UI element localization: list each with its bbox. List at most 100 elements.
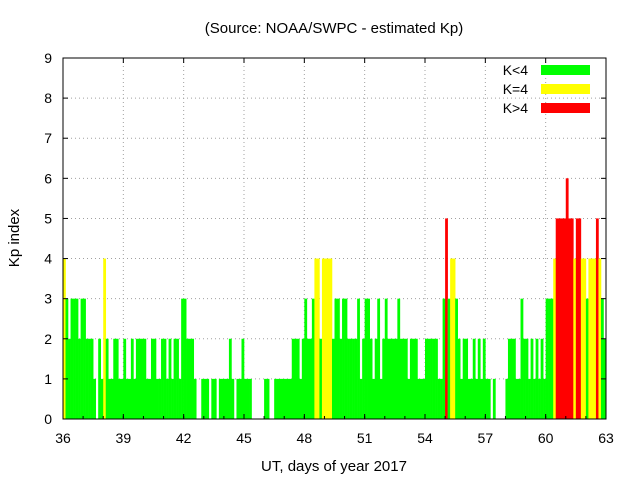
kp-bar: Kp 4 xyxy=(450,258,453,419)
kp-bar: Kp 2 xyxy=(347,338,350,419)
kp-bar: Kp 2 xyxy=(98,338,101,419)
kp-bar: Kp 1 xyxy=(171,378,174,419)
kp-bar: Kp 3 xyxy=(344,298,348,419)
kp-bar: Kp 1 xyxy=(110,378,114,419)
kp-bar: Kp 2 xyxy=(392,338,396,419)
kp-bar: Kp 1 xyxy=(284,378,288,419)
kp-bar: Kp 2 xyxy=(394,338,398,419)
kp-bar: Kp 2 xyxy=(130,338,134,419)
kp-bar: Kp 1 xyxy=(158,378,162,419)
kp-bar: Kp 1 xyxy=(203,378,207,419)
kp-bar: Kp 1 xyxy=(206,378,210,419)
kp-bar: Kp 1 xyxy=(419,378,423,419)
legend-label: K=4 xyxy=(503,81,529,97)
kp-bar: Kp 4 xyxy=(314,258,318,419)
kp-bar: Kp 2 xyxy=(188,338,192,419)
bars-group: Kp 4Kp 3Kp 2Kp 3Kp 3Kp 3Kp 2Kp 3Kp 3Kp 2… xyxy=(63,178,607,419)
kp-bar: Kp 2 xyxy=(465,338,469,419)
kp-bar: Kp 4 xyxy=(329,258,333,419)
x-tick-label: 57 xyxy=(478,430,494,446)
kp-bar: Kp 5 xyxy=(575,218,579,419)
kp-bar: Kp 2 xyxy=(540,338,544,419)
kp-bar: Kp 1 xyxy=(264,378,267,419)
kp-bar: Kp 1 xyxy=(475,378,479,419)
kp-bar: Kp 2 xyxy=(113,338,117,419)
kp-bar: Kp 5 xyxy=(555,218,559,419)
kp-bar: Kp 1 xyxy=(480,378,484,419)
kp-bar: Kp 2 xyxy=(435,338,438,419)
kp-bar: Kp 1 xyxy=(505,378,509,419)
kp-bar: Kp 2 xyxy=(319,338,323,419)
kp-bar: Kp 2 xyxy=(530,338,534,419)
kp-bar: Kp 1 xyxy=(128,378,132,419)
kp-bar: Kp 3 xyxy=(384,298,388,419)
kp-bar: Kp 1 xyxy=(279,378,282,419)
kp-bar: Kp 2 xyxy=(68,338,71,419)
kp-bar: Kp 4 xyxy=(593,258,597,419)
kp-bar: Kp 2 xyxy=(138,338,142,419)
kp-bar: Kp 1 xyxy=(238,378,242,419)
kp-bar: Kp 1 xyxy=(148,378,152,419)
kp-bar: Kp 1 xyxy=(407,378,411,419)
kp-bar: Kp 1 xyxy=(178,378,182,419)
kp-bar: Kp 5 xyxy=(595,218,599,419)
y-tick-label: 1 xyxy=(44,371,52,387)
kp-bar: Kp 3 xyxy=(183,298,187,419)
kp-bar: Kp 1 xyxy=(133,378,137,419)
kp-bar: Kp 2 xyxy=(512,338,516,419)
kp-bar: Kp 3 xyxy=(304,298,308,419)
kp-bar: Kp 2 xyxy=(402,338,406,419)
kp-bar: Kp 1 xyxy=(528,378,531,419)
kp-bar: Kp 4 xyxy=(316,258,320,419)
kp-bar: Kp 1 xyxy=(440,378,443,419)
kp-bar: Kp 2 xyxy=(535,338,539,419)
kp-bar: Kp 1 xyxy=(359,378,363,419)
kp-bar: Kp 2 xyxy=(510,338,514,419)
kp-bar: Kp 4 xyxy=(588,258,592,419)
kp-bar: Kp 2 xyxy=(425,338,428,419)
legend-swatch xyxy=(541,65,590,75)
kp-bar: Kp 2 xyxy=(143,338,147,419)
kp-bar: Kp 1 xyxy=(289,378,293,419)
kp-bar: Kp 2 xyxy=(432,338,436,419)
kp-bar: Kp 5 xyxy=(570,218,574,419)
kp-bar: Kp 1 xyxy=(281,378,285,419)
kp-bar: Kp 1 xyxy=(246,378,250,419)
kp-bar: Kp 3 xyxy=(600,298,604,419)
kp-bar: Kp 1 xyxy=(100,378,104,419)
kp-bar: Kp 1 xyxy=(125,378,129,419)
chart-title: (Source: NOAA/SWPC - estimated Kp) xyxy=(205,20,463,37)
kp-bar: Kp 4 xyxy=(598,258,602,419)
kp-bar: Kp 4 xyxy=(573,258,577,419)
x-tick-label: 48 xyxy=(297,430,313,446)
kp-bar: Kp 4 xyxy=(553,258,557,419)
kp-bar: Kp 1 xyxy=(244,378,247,419)
kp-bar: Kp 1 xyxy=(93,378,96,419)
kp-bar: Kp 2 xyxy=(301,338,305,419)
kp-bar: Kp 5 xyxy=(568,218,572,419)
kp-bar: Kp 3 xyxy=(70,298,74,419)
x-tick-label: 51 xyxy=(357,430,373,446)
kp-bar: Kp 2 xyxy=(414,338,418,419)
kp-bar: Kp 3 xyxy=(75,298,79,419)
kp-bar: Kp 3 xyxy=(80,298,84,419)
kp-bar: Kp 2 xyxy=(523,338,526,419)
kp-bar: Kp 1 xyxy=(145,378,149,419)
kp-bar: Kp 1 xyxy=(286,378,290,419)
kp-bar: Kp 2 xyxy=(173,338,177,419)
kp-bar: Kp 3 xyxy=(397,298,401,419)
kp-bar: Kp 1 xyxy=(372,378,376,419)
kp-bar: Kp 4 xyxy=(103,258,107,419)
kp-bar: Kp 4 xyxy=(583,258,587,419)
kp-bar: Kp 3 xyxy=(377,298,381,419)
y-tick-label: 3 xyxy=(44,291,52,307)
kp-bar: Kp 2 xyxy=(186,338,189,419)
x-tick-label: 54 xyxy=(417,430,433,446)
x-axis-label: UT, days of year 2017 xyxy=(261,458,407,475)
kp-bar: Kp 3 xyxy=(311,298,315,419)
kp-bar: Kp 3 xyxy=(73,298,76,419)
kp-bar: Kp 1 xyxy=(467,378,471,419)
kp-bar: Kp 2 xyxy=(123,338,127,419)
y-tick-label: 7 xyxy=(44,130,52,146)
